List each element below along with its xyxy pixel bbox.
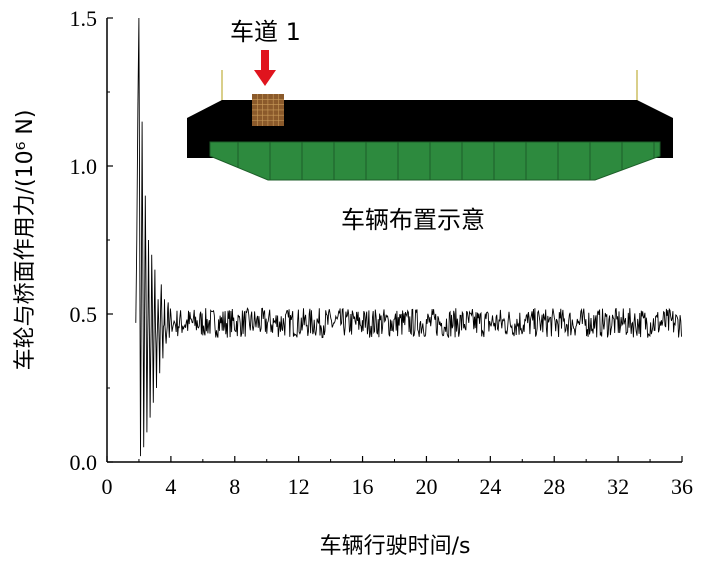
x-axis-title: 车辆行驶时间/s	[320, 534, 471, 559]
girder-ribs	[237, 142, 655, 180]
y-tick-label: 0.0	[70, 450, 98, 475]
x-tick-label: 8	[229, 474, 240, 499]
axes: 0 4 8 12 16 20 24 28 32 36 0.0 0.5 1.0 1.5	[70, 6, 694, 499]
x-tick-label: 12	[288, 474, 310, 499]
bridge-girder	[209, 141, 661, 181]
x-tick-label: 16	[352, 474, 374, 499]
x-tick-label: 0	[102, 474, 113, 499]
lane-arrow-icon	[254, 50, 276, 86]
x-tick-label: 20	[415, 474, 437, 499]
vehicle-layout-inset: 车道 1 车辆布置示意	[187, 18, 673, 234]
x-tick-label: 24	[479, 474, 501, 499]
y-axis-title: 车轮与桥面作用力/(10⁶ N)	[13, 110, 38, 371]
y-tick-label: 1.5	[70, 6, 98, 31]
x-tick-label: 28	[543, 474, 565, 499]
x-tick-label: 4	[165, 474, 176, 499]
inset-caption: 车辆布置示意	[341, 206, 485, 234]
series-layer	[135, 17, 682, 457]
lane-label: 车道 1	[230, 18, 301, 46]
y-tick-label: 0.5	[70, 302, 98, 327]
y-tick-label: 1.0	[70, 154, 98, 179]
x-tick-label: 36	[671, 474, 693, 499]
vehicle-grid	[252, 94, 284, 126]
force-series-line	[135, 17, 682, 457]
x-tick-label: 32	[607, 474, 629, 499]
